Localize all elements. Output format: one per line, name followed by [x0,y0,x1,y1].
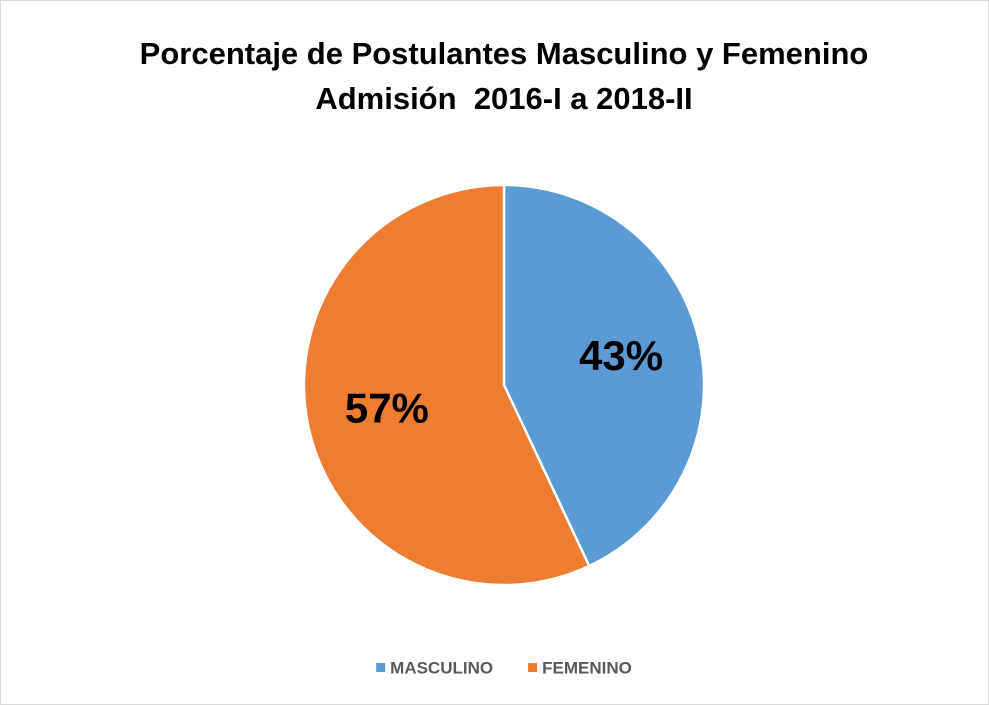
chart-title: Porcentaje de Postulantes Masculino y Fe… [140,36,869,71]
legend-swatch [528,663,538,672]
chart-title: Admisión 2016-I a 2018-II [315,81,692,116]
pie-slice [502,183,706,568]
data-label: 43% [579,332,663,379]
pie-slice [302,183,591,587]
legend-label: FEMENINO [542,658,632,677]
legend-swatch [376,663,386,672]
data-label: 57% [345,384,429,431]
legend-label: MASCULINO [390,658,493,677]
